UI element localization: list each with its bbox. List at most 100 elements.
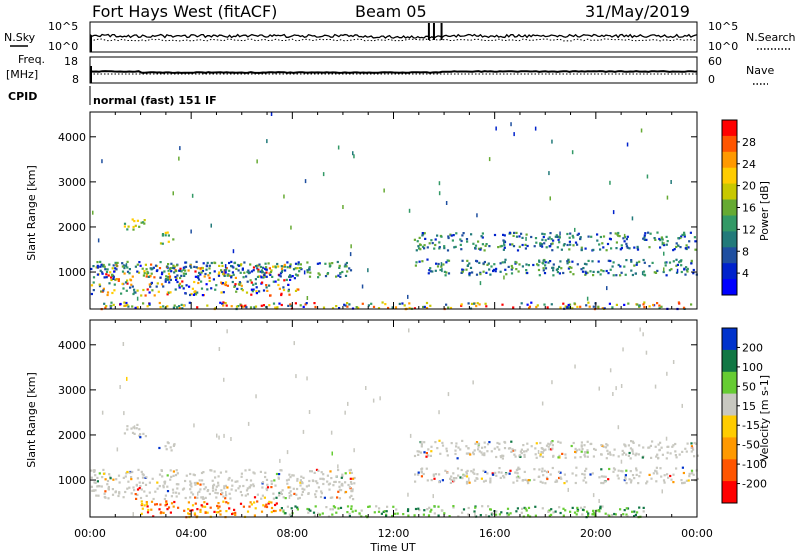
power-cell [331, 307, 335, 310]
power-cell [646, 174, 649, 179]
power-cell [280, 270, 283, 274]
power-cell [169, 267, 172, 270]
vel-cell [282, 496, 285, 499]
power-cell [99, 260, 102, 263]
power-cell [255, 286, 258, 289]
vel-cell [246, 493, 249, 496]
power-cell [210, 287, 213, 290]
vel-cell [465, 482, 469, 485]
vel-cell [551, 444, 554, 447]
vel-cell [234, 511, 237, 514]
vel-cell [611, 514, 614, 517]
vel-cell [539, 480, 542, 483]
vel-cell [172, 505, 175, 508]
vel-cell [136, 488, 140, 491]
vel-cell [191, 504, 195, 507]
vel-cell [166, 441, 169, 444]
power-cell [182, 287, 185, 290]
vel-cell [538, 475, 541, 478]
vel-cell [477, 448, 480, 451]
vel-cell [521, 507, 524, 510]
vel-cell [314, 495, 317, 499]
vel-cell [248, 486, 252, 489]
power-cell [642, 237, 645, 240]
power-cell [658, 237, 661, 241]
vel-cell [248, 468, 251, 471]
vel-cell [557, 470, 561, 473]
power-cell [152, 266, 155, 269]
vel-cell [408, 328, 410, 333]
power-cell [556, 271, 559, 274]
power-cell [570, 266, 573, 269]
vel-cell [545, 444, 549, 447]
power-cell [178, 305, 181, 308]
vel-cell [690, 472, 693, 475]
power-cell [272, 265, 275, 268]
power-cell [615, 303, 618, 306]
vel-cell [598, 476, 601, 479]
power-cell [429, 270, 432, 273]
vel-cell [576, 506, 579, 509]
power-cell [182, 304, 185, 307]
vel-cell [468, 477, 470, 482]
vel-cell [609, 453, 612, 456]
vel-cell [438, 473, 441, 476]
vel-cell [472, 451, 475, 454]
vel-cell [441, 441, 444, 444]
vel-cell [290, 515, 293, 518]
vel-cell [313, 471, 316, 474]
vel-cell [419, 451, 422, 454]
power-cell [226, 273, 229, 277]
vel-cell [474, 442, 477, 445]
power-cell [606, 286, 608, 291]
vel-cell [126, 425, 129, 428]
vel-cell [473, 449, 476, 452]
vel-cell [524, 478, 527, 481]
power-cell [526, 244, 529, 248]
vel-cell [164, 504, 167, 507]
power-cell [217, 273, 220, 276]
power-cell [499, 262, 502, 265]
power-cell [672, 260, 675, 263]
vel-cell [338, 488, 341, 491]
vel-cell [692, 473, 695, 476]
vel-cell [558, 476, 561, 480]
power-cell [477, 247, 481, 250]
vel-cell [135, 484, 138, 487]
power-cell [421, 245, 425, 248]
vel-cell [645, 350, 648, 355]
power-cell [668, 261, 672, 264]
power-cell [349, 252, 352, 257]
power-cell [182, 268, 185, 271]
vel-cell [631, 510, 634, 513]
vel-cell [620, 384, 623, 388]
power-cell [279, 272, 283, 275]
power-cell [580, 249, 583, 252]
power-cell [268, 267, 271, 270]
vel-cell [307, 492, 310, 495]
nave-label: Nave [746, 64, 774, 77]
power-cell [666, 240, 669, 243]
power-cell [552, 239, 555, 242]
vel-cell [124, 475, 127, 478]
power-cell [571, 307, 574, 310]
power-cell [164, 280, 167, 283]
vel-cell [294, 505, 297, 508]
vel-cell [523, 455, 526, 458]
vel-cell [270, 482, 273, 485]
vel-cell [433, 505, 436, 508]
vel-cell [206, 489, 209, 493]
power-cell [293, 277, 296, 280]
power-cell [249, 306, 253, 309]
vel-cell [306, 507, 309, 511]
power-cell [602, 246, 605, 249]
vel-cell [313, 514, 316, 517]
power-cell [436, 265, 440, 268]
vel-cell [606, 513, 610, 516]
power-cell [190, 292, 193, 296]
vel-cell [586, 451, 589, 454]
power-cell [121, 270, 125, 273]
vel-cell [378, 507, 381, 510]
power-cell [370, 302, 373, 305]
power-cell [551, 139, 553, 144]
